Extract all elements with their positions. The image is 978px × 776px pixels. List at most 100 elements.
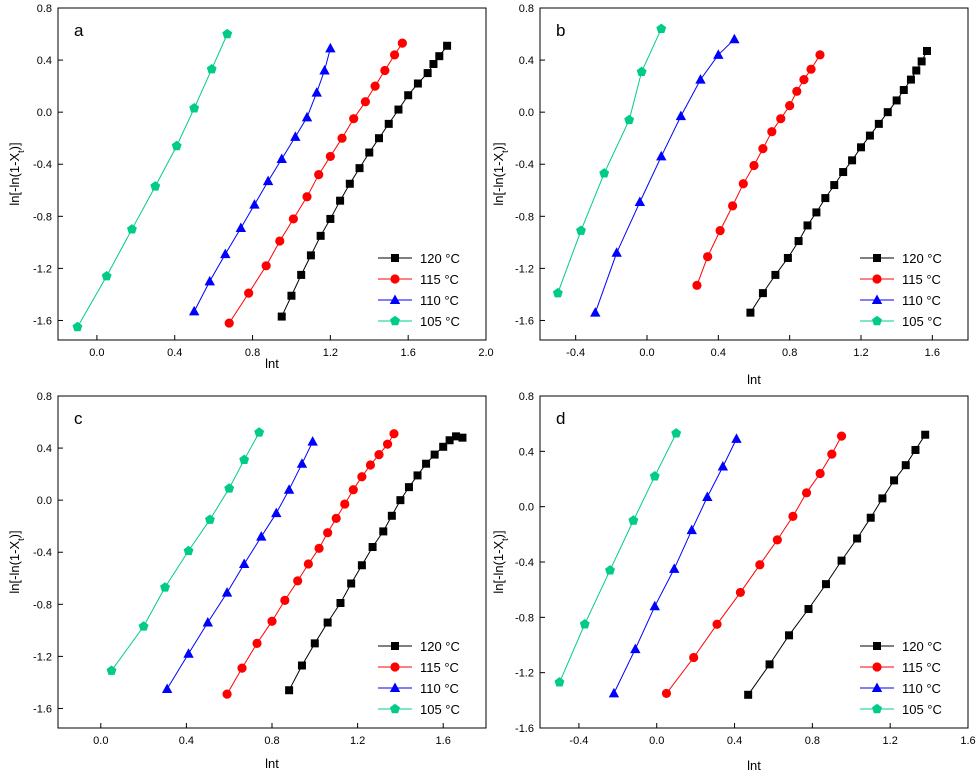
- panel-d-data-point: [712, 619, 722, 629]
- panel-c-xtick-label: 1.6: [436, 735, 451, 747]
- panel-d-legend-marker: [873, 642, 881, 650]
- panel-a-data-point: [301, 111, 313, 122]
- panel-c-data-point: [138, 621, 149, 631]
- panel-b-letter: b: [556, 21, 565, 40]
- panel-d-legend-label: 115 °C: [902, 660, 941, 675]
- panel-b-series-line: [594, 38, 735, 313]
- panel-c-data-point: [222, 689, 232, 699]
- panel-a-data-point: [262, 175, 274, 186]
- panel-d-series-line: [747, 434, 926, 696]
- panel-b-data-point: [728, 201, 738, 211]
- panel-b-data-point: [771, 270, 780, 279]
- panel-c-data-point: [296, 458, 308, 468]
- panel-b-data-point: [912, 66, 921, 75]
- panel-b-data-point: [746, 308, 755, 317]
- panel-d-data-point: [837, 556, 846, 565]
- panel-c-data-point: [379, 527, 388, 536]
- panel-d-series-2: [608, 433, 742, 698]
- panel-a-data-point: [189, 103, 200, 113]
- panel-d-ytick-label: -0.4: [515, 557, 534, 569]
- panel-c-data-point: [297, 661, 306, 670]
- panel-d-data-point: [765, 660, 774, 669]
- panel-a-data-point: [349, 114, 359, 124]
- panel-b-data-point: [830, 181, 839, 190]
- panel-b-series-line: [696, 54, 821, 286]
- panel-a-data-point: [204, 275, 215, 286]
- panel-d-data-point: [661, 688, 672, 699]
- panel-d-ytick-label: 0.0: [519, 502, 534, 514]
- panel-c-data-point: [183, 648, 194, 658]
- panel-c-data-point: [271, 507, 282, 518]
- panel-a-legend-marker: [390, 274, 400, 284]
- panel-c-data-point: [348, 485, 358, 495]
- panel-d-data-point: [755, 560, 765, 570]
- panel-a-data-point: [423, 69, 432, 78]
- panel-c-data-point: [314, 543, 324, 553]
- panel-c-data-point: [396, 496, 405, 505]
- panel-a-series-3: [72, 28, 233, 332]
- panel-c-data-point: [252, 638, 262, 648]
- panel-d-ytick-label: 0.8: [519, 391, 534, 403]
- panel-c-data-point: [430, 450, 439, 459]
- panel-b-xtick-label: 0.4: [711, 347, 726, 359]
- panel-c-data-point: [445, 436, 454, 445]
- panel-b-data-point: [656, 150, 667, 161]
- panel-c-data-point: [161, 683, 173, 693]
- panel-b-data-point: [758, 144, 768, 154]
- panel-b-series-1: [692, 50, 825, 290]
- panel-b-ytick-label: 0.8: [519, 3, 534, 15]
- panel-d-data-point: [804, 605, 813, 614]
- panel-a-data-point: [435, 52, 444, 61]
- panel-d-series-1: [661, 431, 847, 699]
- panel-d-series-0: [744, 430, 930, 699]
- panel-b-ytick-label: -1.2: [515, 263, 534, 275]
- panel-a-data-point: [404, 91, 413, 100]
- panel-c-ytick-label: -1.2: [33, 651, 52, 663]
- panel-d-data-point: [717, 461, 729, 471]
- panel-a-data-point: [261, 261, 271, 271]
- panel-c-series-1: [222, 429, 399, 699]
- panel-b-ytick-label: -0.4: [515, 159, 534, 171]
- panel-b-legend-marker: [871, 294, 883, 304]
- panel-a-data-point: [336, 196, 345, 205]
- panel-c-data-point: [160, 582, 170, 592]
- panel-b-data-point: [738, 179, 748, 189]
- panel-c-data-point: [357, 472, 367, 482]
- panel-b-data-point: [874, 119, 883, 128]
- panel-b-data-point: [675, 110, 687, 121]
- panel-b-legend-label: 115 °C: [902, 272, 941, 287]
- panel-c-data-point: [267, 616, 277, 626]
- panel-d-xtick-label: 0.4: [727, 735, 742, 747]
- panel-b-ytick-label: 0.4: [519, 55, 534, 67]
- panel-c-data-point: [452, 432, 461, 441]
- panel-c-data-point: [106, 665, 117, 675]
- panel-c-xtick-label: 0.4: [179, 735, 194, 747]
- panel-a-data-point: [244, 288, 254, 298]
- panel-d-series-line: [613, 438, 737, 694]
- panel-d-ytick-label: -1.2: [515, 668, 534, 680]
- panel-d-data-point: [772, 535, 782, 545]
- panel-c-xaxis-title: lnt: [265, 756, 279, 771]
- panel-c-series-2: [161, 436, 318, 693]
- panel-a-legend-label: 105 °C: [420, 314, 460, 329]
- panel-c-data-point: [340, 499, 350, 509]
- panel-b-data-point: [806, 64, 816, 74]
- panel-b-data-point: [906, 75, 915, 84]
- panel-b-legend-label: 105 °C: [902, 314, 942, 329]
- panel-a-ytick-label: -0.8: [33, 211, 52, 223]
- panel-c-data-point: [204, 514, 215, 524]
- panel-a-data-point: [429, 59, 438, 68]
- panel-c-data-point: [374, 449, 384, 460]
- panel-d-xtick-label: 1.2: [883, 735, 898, 747]
- panel-b-legend-label: 120 °C: [902, 251, 942, 266]
- panel-c-series-line: [111, 432, 260, 671]
- panel-c-data-point: [413, 471, 422, 480]
- panel-b-data-point: [812, 208, 821, 217]
- panel-c-legend-marker: [390, 662, 400, 672]
- panel-b-data-point: [857, 143, 865, 152]
- panel-a-legend: 120 °C 115 °C 110 °C 105 °C: [378, 251, 460, 329]
- panel-c-legend-label: 115 °C: [420, 660, 459, 675]
- panel-d-data-point: [911, 445, 920, 454]
- panel-a-data-point: [287, 291, 296, 300]
